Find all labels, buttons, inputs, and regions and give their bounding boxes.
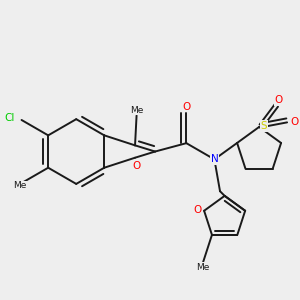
Text: O: O [132,161,140,171]
Text: O: O [274,95,283,105]
Text: Cl: Cl [4,113,15,123]
Text: N: N [211,154,218,164]
Text: O: O [182,102,190,112]
Text: O: O [291,117,299,128]
Text: S: S [261,121,267,131]
Text: Me: Me [196,263,209,272]
Text: Me: Me [13,182,27,190]
Text: Me: Me [130,106,143,115]
Text: O: O [194,205,202,214]
